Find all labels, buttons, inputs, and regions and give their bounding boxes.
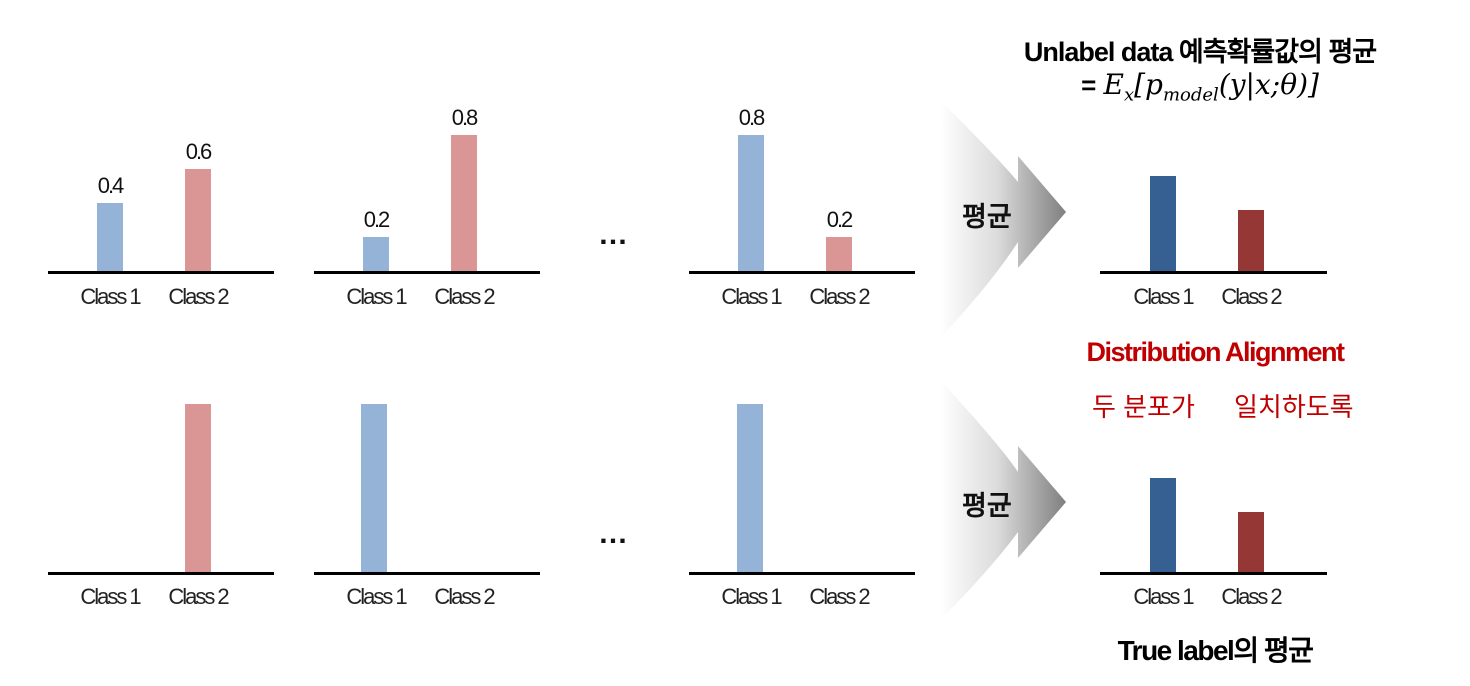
- chart-4-category-class-1: Class 1: [80, 584, 141, 609]
- chart-3-bar-class-2: [826, 237, 852, 271]
- chart-4-axis: [48, 572, 274, 575]
- chart-5-bar-class-1: [361, 404, 387, 572]
- chart-8-bar-class-2: [1238, 512, 1264, 572]
- ellipsis-top: …: [598, 218, 629, 251]
- chart-8-category-class-2: Class 2: [1221, 584, 1282, 609]
- chart-7-category-class-1: Class 1: [1133, 284, 1194, 309]
- chart-7-bar-class-1: [1150, 176, 1176, 271]
- chart-3-axis: [689, 271, 915, 274]
- chart-8-category-class-1: Class 1: [1133, 584, 1194, 609]
- distribution-alignment-title: Distribution Alignment: [1086, 337, 1345, 367]
- chart-4-category-class-2: Class 2: [168, 584, 229, 609]
- chart-5-category-class-2: Class 2: [434, 584, 495, 609]
- chart-6-axis: [689, 572, 915, 575]
- chart-1-bar-class-1: [97, 203, 123, 271]
- arrow-label-average-top: 평균: [962, 202, 1012, 232]
- chart-3-category-class-1: Class 1: [721, 284, 782, 309]
- chart-2-value-label-class-1: 0.2: [363, 207, 391, 232]
- chart-1-category-class-2: Class 2: [168, 284, 229, 309]
- chart-2-axis: [314, 271, 540, 274]
- alignment-text-left: 두 분포가: [1092, 392, 1195, 422]
- chart-7-category-class-2: Class 2: [1221, 284, 1282, 309]
- chart-5-category-class-1: Class 1: [346, 584, 407, 609]
- chart-2-bar-class-2: [451, 135, 477, 271]
- chart-3-bar-class-1: [738, 135, 764, 271]
- chart-2-bar-class-1: [363, 237, 389, 271]
- chart-7-bar-class-2: [1238, 210, 1264, 271]
- alignment-text-right: 일치하도록: [1234, 392, 1354, 422]
- chart-1-value-label-class-1: 0.4: [97, 173, 125, 198]
- chart-3-value-label-class-2: 0.2: [826, 207, 854, 232]
- chart-6-category-class-1: Class 1: [721, 584, 782, 609]
- chart-2-value-label-class-2: 0.8: [451, 105, 479, 130]
- ellipsis-bottom: …: [598, 517, 629, 550]
- chart-1-category-class-1: Class 1: [80, 284, 141, 309]
- chart-1-bar-class-2: [185, 169, 211, 271]
- chart-3-category-class-2: Class 2: [809, 284, 870, 309]
- arrow-top: [940, 100, 1066, 338]
- chart-8-bar-class-1: [1150, 478, 1176, 572]
- chart-2-category-class-2: Class 2: [434, 284, 495, 309]
- unlabel-mean-title: Unlabel data 예측확률값의 평균: [1023, 37, 1377, 67]
- formula-expression: Ex[pmodel(y|x;θ)]: [1103, 68, 1319, 106]
- chart-3-value-label-class-1: 0.8: [738, 105, 766, 130]
- expectation-formula: = Ex[pmodel(y|x;θ)]: [1040, 68, 1360, 106]
- true-label-mean-title: True label의 평균: [1117, 635, 1314, 666]
- chart-6-bar-class-1: [737, 404, 763, 572]
- chart-5-axis: [314, 572, 540, 575]
- chart-6-category-class-2: Class 2: [809, 584, 870, 609]
- chart-8-axis: [1100, 572, 1327, 575]
- formula-equals: =: [1081, 70, 1104, 100]
- chart-1-axis: [48, 271, 274, 274]
- chart-1-value-label-class-2: 0.6: [185, 139, 213, 164]
- chart-4-bar-class-2: [185, 404, 211, 572]
- arrow-bottom: [940, 380, 1066, 620]
- chart-2-category-class-1: Class 1: [346, 284, 407, 309]
- chart-7-axis: [1100, 271, 1327, 274]
- arrow-label-average-bottom: 평균: [962, 491, 1012, 521]
